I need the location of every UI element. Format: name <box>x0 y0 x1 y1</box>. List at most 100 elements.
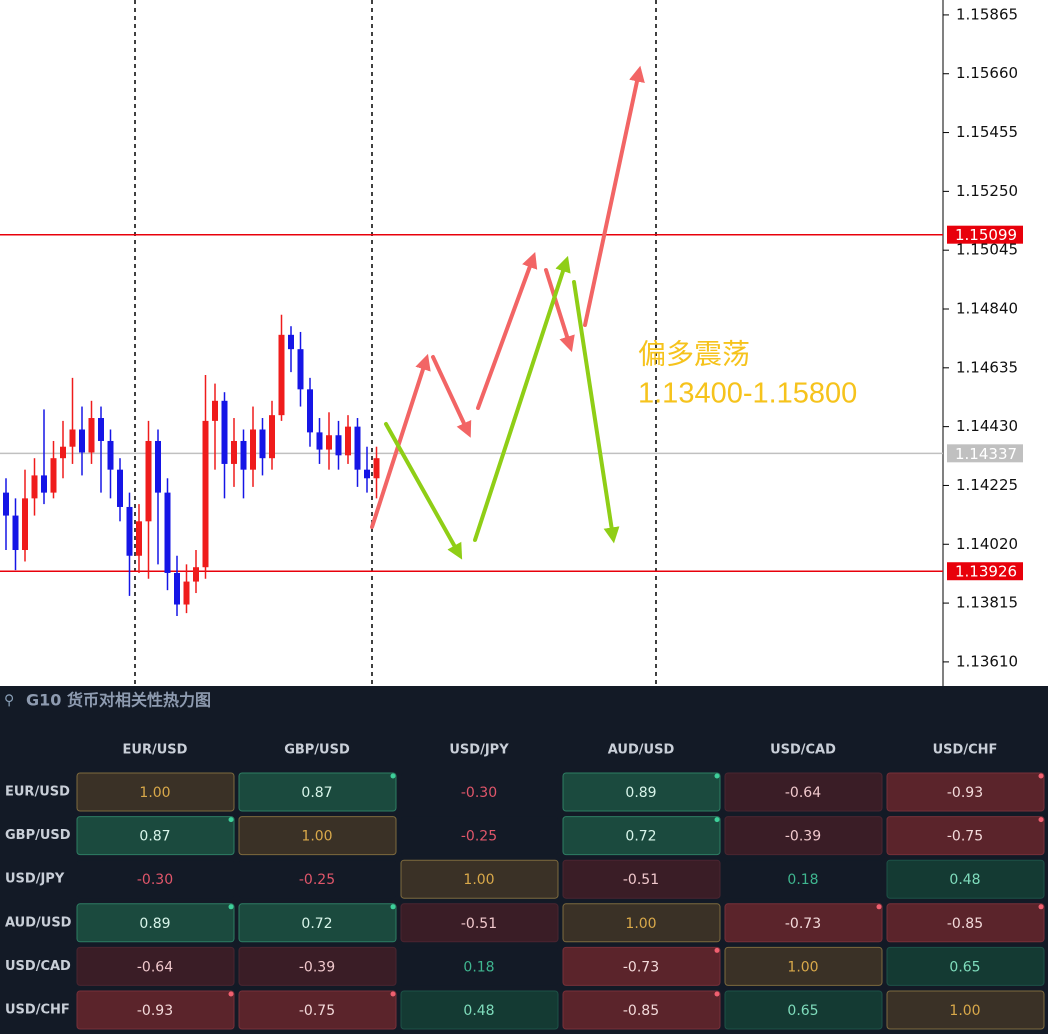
candle-body <box>88 418 95 453</box>
candle-body <box>107 440 114 470</box>
row-header: GBP/USD <box>5 828 71 843</box>
heat-cell <box>401 816 558 855</box>
heat-value: -0.93 <box>947 785 983 801</box>
heat-value: -0.73 <box>785 916 821 932</box>
heat-cell <box>562 903 721 943</box>
heat-cell <box>401 947 558 986</box>
strength-dot <box>714 817 720 823</box>
heat-cell <box>725 860 882 899</box>
heat-value: -0.51 <box>623 872 659 888</box>
row-header: USD/CHF <box>5 1003 70 1018</box>
candle-body <box>60 446 66 459</box>
heat-cell <box>562 946 721 986</box>
heat-value: 1.00 <box>301 829 332 845</box>
candle-body <box>278 334 285 416</box>
candle-body <box>174 572 180 605</box>
heat-cell <box>886 990 1045 1030</box>
strength-dot <box>228 904 234 910</box>
y-tick-label: 1.14840 <box>956 300 1018 318</box>
heat-value: -0.30 <box>137 872 173 888</box>
heat-value: -0.39 <box>299 959 335 975</box>
candle-body <box>126 506 133 556</box>
heat-value: 0.89 <box>139 916 170 932</box>
y-tick-label: 1.14020 <box>956 535 1018 553</box>
heat-cell <box>724 903 883 943</box>
strength-dot <box>228 991 234 997</box>
candle-body <box>117 469 123 507</box>
strength-dot <box>1038 904 1044 910</box>
candle-body <box>259 429 266 459</box>
strength-dot <box>1038 817 1044 823</box>
heat-value: 0.89 <box>625 785 656 801</box>
heat-cell <box>400 903 559 943</box>
strength-dot <box>714 947 720 953</box>
heat-value: 0.87 <box>301 785 332 801</box>
candle-body <box>250 429 256 470</box>
up-arrow <box>476 251 538 410</box>
heat-cell <box>76 903 235 943</box>
heat-value: 1.00 <box>787 959 818 975</box>
candle-body <box>31 475 38 499</box>
price-label-bg <box>947 562 1023 581</box>
price-label-bg <box>947 444 1023 463</box>
heat-value: 0.65 <box>787 1003 818 1019</box>
candle-body <box>269 415 275 459</box>
candle-body <box>12 515 19 551</box>
down-arrow <box>384 422 463 560</box>
column-header: USD/CAD <box>770 743 836 758</box>
heat-value: -0.25 <box>299 872 335 888</box>
candle-body <box>364 469 370 479</box>
heat-value: -0.75 <box>947 829 983 845</box>
candle-body <box>316 432 323 450</box>
candle-body <box>326 435 332 450</box>
heatmap-title: G10 货币对相关性热力图 <box>26 691 211 710</box>
candle-body <box>3 492 9 516</box>
candle-body <box>354 426 361 470</box>
column-header: AUD/USD <box>608 743 675 758</box>
heat-cell <box>886 946 1045 986</box>
candle-body <box>231 440 237 464</box>
down-arrow <box>431 355 472 438</box>
heat-cell <box>724 816 883 856</box>
strength-dot <box>390 904 396 910</box>
candle-body <box>202 420 209 568</box>
candle-body <box>288 334 294 350</box>
chart-bg <box>0 0 1048 686</box>
candle-body <box>155 440 161 493</box>
strength-dot <box>228 817 234 823</box>
heat-value: 1.00 <box>625 916 656 932</box>
y-tick-label: 1.15045 <box>956 241 1018 259</box>
up-arrow <box>583 65 645 327</box>
strength-dot <box>876 904 882 910</box>
candle-body <box>145 440 152 522</box>
strength-dot <box>390 773 396 779</box>
heat-value: -0.85 <box>947 916 983 932</box>
heat-value: 0.48 <box>463 1003 494 1019</box>
heat-cell <box>562 772 721 812</box>
heat-value: -0.73 <box>623 959 659 975</box>
candle-body <box>307 389 313 433</box>
y-tick-label: 1.13815 <box>956 594 1018 612</box>
heat-value: -0.64 <box>137 959 173 975</box>
column-header: USD/JPY <box>449 743 509 758</box>
heat-value: 0.48 <box>949 872 980 888</box>
heat-value: 1.00 <box>139 785 170 801</box>
heat-cell <box>77 860 234 899</box>
heat-value: -0.25 <box>461 829 497 845</box>
y-tick-label: 1.15660 <box>956 64 1018 82</box>
heat-cell <box>562 816 721 856</box>
heat-cell <box>238 816 397 856</box>
heat-cell <box>400 990 559 1030</box>
heat-value: -0.64 <box>785 785 821 801</box>
strength-dot <box>1038 773 1044 779</box>
heat-cell <box>886 903 1045 943</box>
candle-body <box>79 429 85 453</box>
candle-body <box>50 458 57 493</box>
annotation: 偏多震荡 <box>638 338 750 369</box>
heat-cell <box>238 990 397 1030</box>
heat-cell <box>886 859 1045 899</box>
heat-cell <box>886 772 1045 812</box>
price-label: 1.13926 <box>955 563 1017 581</box>
row-header: AUD/USD <box>5 915 72 930</box>
